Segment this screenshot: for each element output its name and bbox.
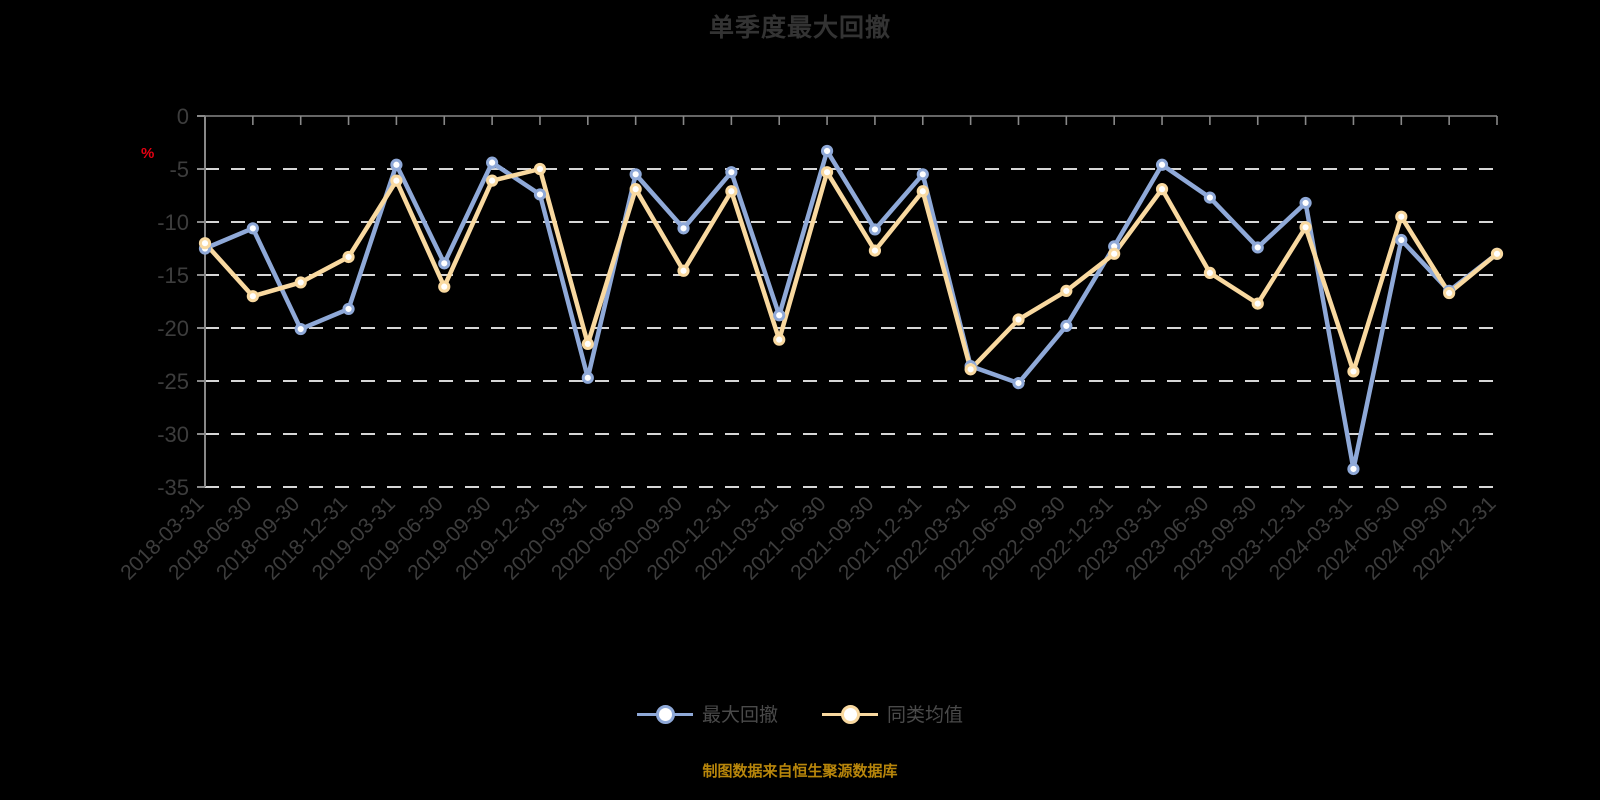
- data-point-marker[interactable]: [1155, 158, 1169, 171]
- y-axis-tick-label: -35: [157, 475, 189, 500]
- chart-legend: 最大回撤 同类均值: [0, 700, 1600, 727]
- data-point-marker[interactable]: [438, 257, 451, 270]
- data-point-marker[interactable]: [486, 174, 499, 187]
- data-point-marker[interactable]: [1490, 247, 1504, 260]
- data-point-marker[interactable]: [1012, 377, 1025, 390]
- y-axis-tick-label: 0: [177, 104, 189, 129]
- data-point-marker[interactable]: [1347, 365, 1360, 378]
- data-point-marker[interactable]: [1060, 284, 1073, 297]
- data-point-marker[interactable]: [725, 185, 738, 198]
- y-axis-unit-label: %: [141, 145, 155, 162]
- series-line-peer-average: [202, 166, 1500, 374]
- data-point-marker[interactable]: [1395, 210, 1408, 223]
- data-point-marker[interactable]: [581, 337, 594, 350]
- data-point-marker[interactable]: [390, 174, 403, 187]
- data-point-marker[interactable]: [916, 185, 929, 198]
- data-point-marker[interactable]: [820, 166, 834, 179]
- data-point-marker[interactable]: [868, 223, 882, 236]
- data-point-marker[interactable]: [677, 222, 690, 235]
- data-point-marker[interactable]: [486, 156, 499, 169]
- data-point-marker[interactable]: [820, 144, 834, 158]
- data-point-marker[interactable]: [246, 222, 259, 235]
- data-point-marker[interactable]: [773, 309, 786, 322]
- data-point-marker[interactable]: [1108, 247, 1121, 260]
- legend-marker-drawdown-icon: [636, 703, 693, 725]
- footer-source-note: 制图数据来自恒生聚源数据库: [702, 763, 898, 780]
- data-point-marker[interactable]: [1155, 183, 1169, 196]
- y-axis-tick-label: -5: [169, 157, 189, 182]
- data-point-marker[interactable]: [773, 333, 786, 346]
- data-point-marker[interactable]: [964, 363, 977, 376]
- legend-label-peer-average: 同类均值: [887, 705, 964, 726]
- y-axis-tick-label: -20: [157, 316, 189, 341]
- y-axis-tick-label: -10: [157, 210, 189, 235]
- y-axis-tick-label: -30: [157, 422, 189, 447]
- data-point-marker[interactable]: [1443, 286, 1456, 300]
- data-point-marker[interactable]: [916, 168, 929, 181]
- series-line-drawdown: [202, 148, 1500, 472]
- data-point-marker[interactable]: [342, 250, 355, 264]
- data-point-marker[interactable]: [1012, 313, 1025, 326]
- data-point-marker[interactable]: [629, 168, 642, 181]
- data-point-marker[interactable]: [1203, 191, 1216, 204]
- data-point-marker[interactable]: [198, 237, 212, 250]
- data-point-marker[interactable]: [1299, 221, 1312, 234]
- data-point-marker[interactable]: [1251, 297, 1264, 310]
- y-axis-tick-label: -15: [157, 263, 189, 288]
- data-point-marker[interactable]: [1395, 233, 1408, 247]
- data-point-marker[interactable]: [868, 244, 882, 257]
- legend-item-drawdown[interactable]: 最大回撤: [636, 700, 778, 727]
- data-point-marker[interactable]: [246, 290, 259, 303]
- data-point-marker[interactable]: [533, 162, 547, 176]
- legend-item-peer-average[interactable]: 同类均值: [822, 700, 963, 727]
- data-point-marker[interactable]: [725, 166, 738, 179]
- data-point-marker[interactable]: [533, 188, 547, 201]
- data-point-marker[interactable]: [438, 280, 451, 293]
- data-point-marker[interactable]: [1251, 241, 1264, 254]
- data-point-marker[interactable]: [581, 371, 594, 384]
- data-point-marker[interactable]: [390, 158, 403, 171]
- data-point-marker[interactable]: [1347, 462, 1360, 476]
- y-axis-tick-label: -25: [157, 369, 189, 394]
- data-point-marker[interactable]: [677, 264, 690, 277]
- data-point-marker[interactable]: [342, 302, 355, 316]
- page-title: 单季度最大回撤: [708, 14, 891, 42]
- data-point-marker[interactable]: [294, 322, 307, 336]
- data-point-marker[interactable]: [629, 183, 642, 196]
- data-point-marker[interactable]: [1060, 319, 1073, 332]
- legend-label-drawdown: 最大回撤: [701, 705, 778, 726]
- legend-marker-peer-average-icon: [822, 703, 878, 725]
- data-point-marker[interactable]: [1299, 196, 1312, 210]
- data-point-marker[interactable]: [294, 276, 307, 289]
- data-point-marker[interactable]: [1203, 266, 1216, 279]
